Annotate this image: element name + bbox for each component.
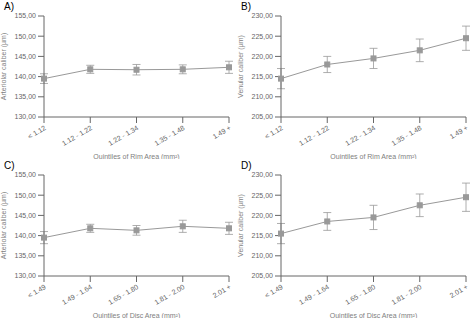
- svg-text:140,00: 140,00: [15, 73, 37, 80]
- svg-text:1.81 - 2.00: 1.81 - 2.00: [390, 283, 423, 306]
- svg-text:140,00: 140,00: [15, 232, 37, 239]
- svg-text:130,00: 130,00: [15, 113, 37, 120]
- svg-text:Quintiles of Rim Area (mm²): Quintiles of Rim Area (mm²): [330, 153, 416, 159]
- svg-text:1.49 +: 1.49 +: [211, 124, 232, 140]
- svg-text:145,00: 145,00: [15, 53, 37, 60]
- svg-text:1.35 - 1.48: 1.35 - 1.48: [153, 124, 186, 147]
- svg-text:225,00: 225,00: [252, 33, 274, 40]
- svg-text:230,00: 230,00: [252, 12, 274, 19]
- svg-text:145,00: 145,00: [15, 212, 37, 219]
- svg-text:1.81 - 2.00: 1.81 - 2.00: [153, 283, 186, 306]
- svg-text:1.49 - 1.64: 1.49 - 1.64: [61, 283, 94, 306]
- svg-text:150,00: 150,00: [15, 33, 37, 40]
- svg-text:Venular caliber (µm): Venular caliber (µm): [237, 194, 245, 257]
- svg-text:230,00: 230,00: [252, 171, 274, 178]
- svg-text:150,00: 150,00: [15, 192, 37, 199]
- svg-text:Quintiles of Disc Area (mm²): Quintiles of Disc Area (mm²): [93, 312, 181, 318]
- svg-text:Quintiles of Disc Area (mm²): Quintiles of Disc Area (mm²): [330, 312, 418, 318]
- svg-text:1.49 +: 1.49 +: [448, 124, 466, 140]
- svg-text:130,00: 130,00: [15, 272, 37, 279]
- svg-text:< 1.12: < 1.12: [263, 124, 284, 140]
- svg-text:155,00: 155,00: [15, 12, 37, 19]
- svg-text:220,00: 220,00: [252, 53, 274, 60]
- svg-text:2.01 +: 2.01 +: [211, 283, 232, 299]
- svg-text:1.22 - 1.34: 1.22 - 1.34: [344, 124, 377, 147]
- svg-text:Venular caliber (µm): Venular caliber (µm): [237, 35, 245, 98]
- svg-text:220,00: 220,00: [252, 212, 274, 219]
- html-text:C): C): [4, 160, 15, 171]
- svg-text:1.22 - 1.34: 1.22 - 1.34: [107, 124, 140, 147]
- svg-text:< 1.49: < 1.49: [26, 283, 47, 299]
- svg-text:1.65 - 1.80: 1.65 - 1.80: [344, 283, 377, 306]
- svg-text:135,00: 135,00: [15, 252, 37, 259]
- svg-text:155,00: 155,00: [15, 171, 37, 178]
- svg-text:210,00: 210,00: [252, 93, 274, 100]
- svg-text:< 1.49: < 1.49: [263, 283, 284, 299]
- svg-text:Arteriolar caliber (µm): Arteriolar caliber (µm): [8, 33, 9, 100]
- svg-text:225,00: 225,00: [252, 192, 274, 199]
- svg-text:205,00: 205,00: [252, 113, 274, 120]
- svg-text:210,00: 210,00: [252, 252, 274, 259]
- html-text:A): A): [4, 1, 14, 12]
- svg-text:1.65 - 1.80: 1.65 - 1.80: [107, 283, 140, 306]
- svg-text:205,00: 205,00: [252, 272, 274, 279]
- html-text:D): D): [241, 160, 252, 171]
- svg-text:215,00: 215,00: [252, 73, 274, 80]
- svg-text:Arteriolar caliber (µm): Arteriolar caliber (µm): [8, 192, 9, 259]
- svg-text:1.12 - 1.22: 1.12 - 1.22: [61, 124, 94, 147]
- html-text:B): B): [241, 1, 251, 12]
- svg-text:215,00: 215,00: [252, 232, 274, 239]
- svg-text:1.49 - 1.64: 1.49 - 1.64: [298, 283, 331, 306]
- svg-text:135,00: 135,00: [15, 93, 37, 100]
- svg-text:1.12 - 1.22: 1.12 - 1.22: [298, 124, 331, 147]
- svg-text:1.35 - 1.48: 1.35 - 1.48: [390, 124, 423, 147]
- svg-text:2.01 +: 2.01 +: [448, 283, 466, 299]
- svg-text:Quintiles of Rim Area (mm²): Quintiles of Rim Area (mm²): [93, 153, 179, 159]
- svg-text:< 1.12: < 1.12: [26, 124, 47, 140]
